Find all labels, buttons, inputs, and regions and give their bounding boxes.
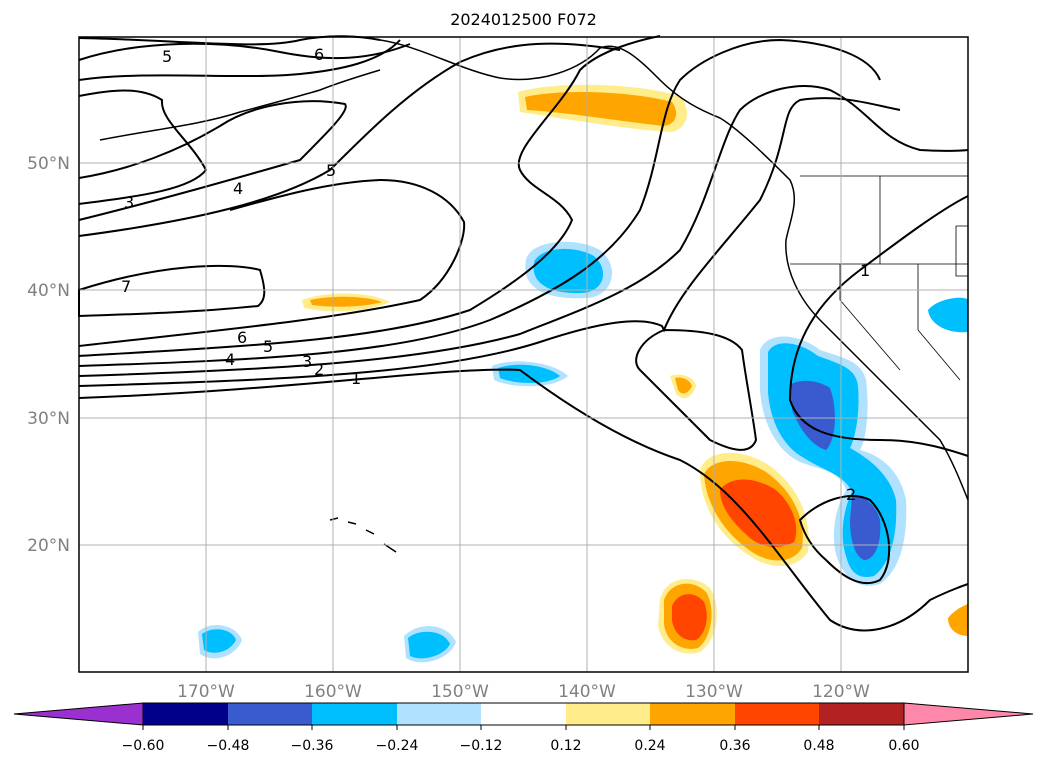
lon-label: 140°W <box>558 682 616 702</box>
colorbar-segment <box>143 703 228 725</box>
longitude-labels: 170°W 160°W 150°W 140°W 130°W 120°W <box>177 682 870 702</box>
colorbar-tick-label: −0.36 <box>291 738 334 754</box>
colorbar-extend-high <box>903 702 1034 726</box>
lat-label: 50°N <box>27 154 70 174</box>
contour-label: 5 <box>162 47 172 66</box>
contour-label: 4 <box>225 350 235 369</box>
contour-label: 4 <box>233 179 243 198</box>
lon-label: 150°W <box>431 682 489 702</box>
contour-line <box>78 85 969 377</box>
contour-line <box>78 38 881 367</box>
colorbar-segment <box>566 703 650 725</box>
negative-anomaly-north-core <box>533 248 604 294</box>
coastlines <box>99 39 969 553</box>
state-border-6 <box>955 225 968 277</box>
negative-anomaly-far-west-core <box>202 629 236 653</box>
map-title: 2024012500 F072 <box>450 10 597 29</box>
lon-label: 130°W <box>685 682 743 702</box>
contour-line <box>78 178 466 347</box>
positive-anomaly-gulf-core <box>525 91 677 126</box>
colorbar-tick-label: −0.12 <box>460 738 503 754</box>
colorbar-extend-low <box>13 702 144 726</box>
colorbar-tick-label: 0.12 <box>550 738 581 754</box>
colorbar-segment <box>735 703 819 725</box>
contour-line <box>78 42 621 237</box>
colorbar-segment <box>481 703 566 725</box>
state-border-4 <box>917 264 961 381</box>
contour-line <box>78 89 208 205</box>
coastline-hawaii <box>329 517 397 553</box>
colorbar-segment <box>397 703 481 725</box>
colorbar-ticks <box>142 725 905 730</box>
state-border-5 <box>839 264 901 371</box>
contour-label: 2 <box>846 485 856 504</box>
colorbar-tick-label: 0.36 <box>719 738 750 754</box>
contour-lines <box>78 35 969 632</box>
colorbar-segment <box>312 703 397 725</box>
contour-line <box>78 35 661 357</box>
contour-label: 2 <box>314 360 324 379</box>
contour-line <box>78 42 411 61</box>
colorbar-outline <box>142 702 905 726</box>
contour-label: 6 <box>237 328 247 347</box>
contour-label: 3 <box>124 193 134 212</box>
positive-anomaly-southwest-core <box>672 594 707 641</box>
positive-anomaly-south-core <box>720 479 797 547</box>
colorbar-tick-label: −0.24 <box>376 738 419 754</box>
colorbar-segment <box>228 703 312 725</box>
colorbar-tick-label: −0.48 <box>207 738 250 754</box>
contour-line <box>78 100 347 221</box>
coastline-aleutians <box>99 69 381 141</box>
latitude-labels: 50°N 40°N 30°N 20°N <box>27 154 70 556</box>
colorbar: −0.60 −0.48 −0.36 −0.24 −0.12 0.12 0.24 … <box>13 702 1034 754</box>
lon-label: 170°W <box>177 682 235 702</box>
positive-anomaly-midpacific-core <box>310 296 382 307</box>
map-frame <box>78 36 969 673</box>
contour-line <box>798 495 891 585</box>
contour-line <box>78 368 969 632</box>
contour-label: 6 <box>314 45 324 64</box>
contour-line <box>788 195 969 457</box>
contour-line <box>78 39 401 81</box>
contour-label: 7 <box>121 277 131 296</box>
negative-anomaly-east-edge <box>928 297 968 333</box>
shaded-anomalies <box>198 84 968 663</box>
colorbar-tick-label: 0.24 <box>634 738 665 754</box>
contour-label: 1 <box>351 369 361 388</box>
colorbar-segment <box>819 703 904 725</box>
lat-label: 20°N <box>27 536 70 556</box>
contour-label: 5 <box>326 161 336 180</box>
coastline-alaska <box>379 39 969 501</box>
graticule <box>79 37 968 672</box>
lon-label: 160°W <box>304 682 362 702</box>
contour-line <box>78 97 901 387</box>
contour-line <box>635 328 758 451</box>
contour-label: 5 <box>263 337 273 356</box>
contour-label: 1 <box>860 261 870 280</box>
lat-label: 40°N <box>27 281 70 301</box>
contour-label: 3 <box>302 352 312 371</box>
negative-anomaly-california-inner2 <box>850 495 881 560</box>
lon-label: 120°W <box>812 682 870 702</box>
positive-anomaly-east-edge <box>948 604 968 636</box>
lat-label: 30°N <box>27 409 70 429</box>
colorbar-tick-label: −0.60 <box>122 738 165 754</box>
colorbar-tick-label: 0.48 <box>803 738 834 754</box>
colorbar-tick-label: 0.60 <box>888 738 919 754</box>
colorbar-segment <box>650 703 735 725</box>
positive-anomaly-small-core <box>675 377 692 394</box>
negative-anomaly-south-hawaii-core <box>408 631 450 659</box>
contour-line <box>78 264 266 318</box>
contour-label-group: 5 6 3 4 5 7 6 5 4 3 2 1 1 2 <box>121 45 870 504</box>
